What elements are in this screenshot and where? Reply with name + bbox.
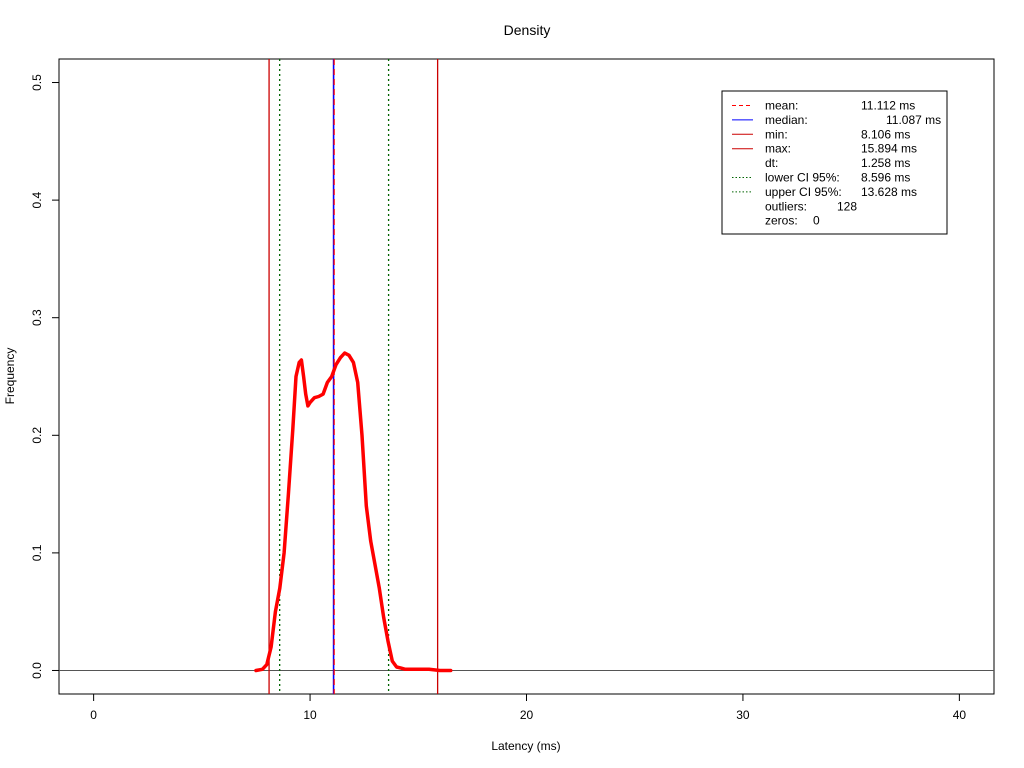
legend-label: mean:: [765, 99, 798, 113]
legend-label: lower CI 95%:: [765, 171, 840, 185]
y-axis: 0.0 0.1 0.2 0.3 0.4 0.5: [30, 74, 60, 679]
plot-area: [59, 59, 994, 694]
y-axis-label: Frequency: [3, 348, 17, 405]
x-tick-label: 30: [736, 708, 750, 722]
y-tick-label: 0.4: [30, 191, 44, 208]
legend-label: min:: [765, 127, 788, 141]
legend-label: outliers:: [765, 199, 807, 213]
legend-value: 0: [813, 214, 820, 228]
x-axis: 0 10 20 30 40: [90, 693, 967, 722]
y-tick-label: 0.1: [30, 544, 44, 561]
legend-label: max:: [765, 142, 791, 156]
legend-label: median:: [765, 113, 808, 127]
legend-value: 15.894 ms: [861, 142, 917, 156]
legend-value: 11.087 ms: [886, 113, 941, 127]
legend-value: 128: [837, 199, 857, 213]
x-tick-label: 0: [90, 708, 97, 722]
density-curve: [254, 351, 453, 673]
y-tick-label: 0.5: [30, 74, 44, 91]
y-tick-label: 0.0: [30, 662, 44, 679]
x-axis-label: Latency (ms): [491, 739, 560, 753]
legend-value: 13.628 ms: [861, 185, 917, 199]
x-tick-label: 40: [953, 708, 967, 722]
y-tick-label: 0.2: [30, 427, 44, 444]
legend-label: upper CI 95%:: [765, 185, 842, 199]
legend-label: zeros:: [765, 214, 798, 228]
legend: mean: 11.112 ms median: 11.087 ms min: 8.106 …: [721, 90, 948, 235]
legend-label: dt:: [765, 156, 778, 170]
legend-value: 8.106 ms: [861, 127, 910, 141]
legend-value: 8.596 ms: [861, 171, 910, 185]
legend-value: 11.112 ms: [861, 99, 915, 113]
legend-value: 1.258 ms: [861, 156, 910, 170]
x-tick-label: 10: [303, 708, 317, 722]
chart-title: Density: [504, 22, 551, 38]
legend-box: [721, 90, 948, 235]
y-tick-label: 0.3: [30, 309, 44, 326]
x-tick-label: 20: [520, 708, 534, 722]
